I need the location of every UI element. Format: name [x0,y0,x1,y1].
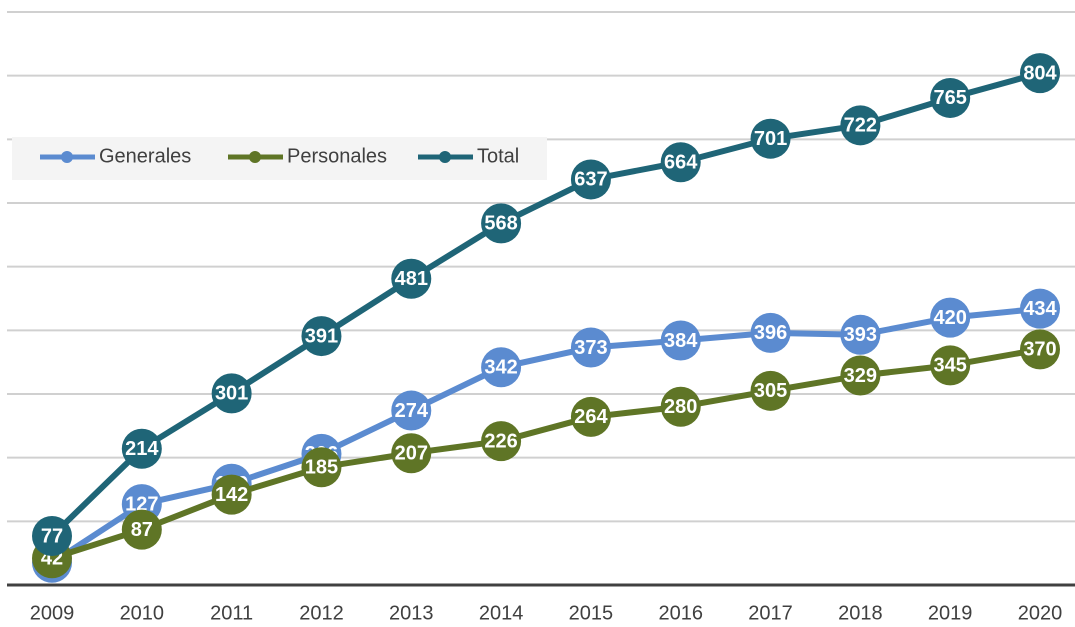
data-point [301,447,342,488]
data-point [481,347,522,388]
x-tick-label: 2014 [479,602,524,624]
data-label: 207 [395,442,428,464]
data-point [391,390,432,431]
data-point [840,105,881,146]
x-tick-label: 2011 [210,602,253,624]
data-label: 393 [844,324,877,346]
x-tick-label: 2012 [299,602,344,624]
legend-label: Personales [287,145,387,167]
data-point [1020,329,1060,370]
data-point [660,320,701,361]
data-point [301,316,342,357]
data-point [391,433,432,474]
data-point [930,345,971,386]
x-tick-label: 2018 [838,602,883,624]
x-tick-label: 2013 [389,602,434,624]
data-label: 329 [844,365,877,387]
legend-marker [61,151,73,163]
legend-label: Generales [99,145,191,167]
data-label: 342 [484,357,517,379]
data-point [570,159,611,200]
data-point [121,428,162,469]
data-label: 280 [664,396,697,418]
data-label: 226 [484,430,517,452]
data-point [1020,53,1060,94]
x-tick-label: 2019 [928,602,973,624]
data-point [121,509,162,550]
data-label: 765 [933,87,966,109]
data-point [481,203,522,244]
x-tick-label: 2010 [120,602,165,624]
data-point [211,373,252,414]
series-line [50,305,1041,566]
data-label: 373 [574,337,607,359]
data-label: 264 [574,406,608,428]
data-label: 127 [125,493,158,515]
legend-label: Total [477,145,519,167]
data-label: 664 [664,152,698,174]
x-tick-label: 2015 [569,602,614,624]
data-label: 384 [664,330,698,352]
data-point [660,142,701,183]
data-label: 345 [933,355,966,377]
data-point [750,118,791,159]
legend: Generales Personales Total [12,137,547,180]
data-point [211,474,252,515]
data-label: 214 [125,438,159,460]
data-label: 420 [933,307,966,329]
data-point [481,421,522,462]
data-point [840,355,881,396]
data-label: 722 [844,115,877,137]
data-label: 77 [41,525,63,547]
data-label: 568 [484,213,517,235]
data-label: 305 [754,380,787,402]
data-point [1020,288,1060,329]
data-point [32,515,72,556]
legend-marker [249,151,261,163]
data-point [930,297,971,338]
data-label: 185 [305,456,338,478]
data-point [840,314,881,355]
data-label: 637 [574,169,607,191]
data-point [391,258,432,299]
x-tick-label: 2009 [30,602,75,624]
data-label: 391 [305,325,338,347]
data-label: 370 [1023,339,1056,361]
data-label: 301 [215,383,248,405]
data-point [570,327,611,368]
data-point [750,312,791,353]
data-point [570,396,611,437]
data-label: 701 [754,128,787,150]
series-line [51,346,1041,562]
x-tick-label: 2017 [748,602,793,624]
data-label: 804 [1023,62,1057,84]
data-label: 142 [215,484,248,506]
data-label: 396 [754,322,787,344]
data-label: 274 [395,400,429,422]
x-tick-label: 2020 [1018,602,1063,624]
legend-marker [439,151,451,163]
data-point [930,77,971,118]
data-label: 481 [395,268,428,290]
data-label: 87 [131,519,153,541]
x-tick-label: 2016 [658,602,703,624]
data-point [660,386,701,427]
data-point [750,370,791,411]
data-label: 434 [1023,298,1057,320]
